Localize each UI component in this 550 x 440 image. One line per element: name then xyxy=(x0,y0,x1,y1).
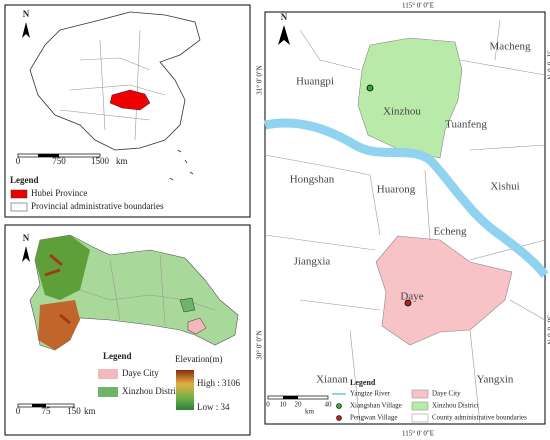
scale-label: 150 xyxy=(67,406,81,416)
scale-label: 40 xyxy=(325,401,333,409)
place-label: Daye xyxy=(400,291,423,303)
scale-unit: km xyxy=(305,408,315,416)
elevation-high: High : 3106 xyxy=(197,378,241,388)
elevation-low: Low : 34 xyxy=(197,402,230,412)
scale-label: 20 xyxy=(295,401,303,409)
scale-label: 750 xyxy=(52,156,66,166)
elevation-ramp xyxy=(176,370,194,410)
xinzhou-district xyxy=(179,297,196,313)
place-label: Hongshan xyxy=(290,174,335,186)
scale-label: 0 xyxy=(16,156,21,166)
scale-bar-segment xyxy=(283,396,298,399)
latitude-label: 31° 0' 0"N xyxy=(545,50,550,79)
north-label: N xyxy=(23,233,30,243)
north-label: N xyxy=(281,12,288,22)
scale-label: 0 xyxy=(16,406,21,416)
latitude-label: 30° 0' 0"N xyxy=(545,315,550,344)
daye-city xyxy=(375,235,513,346)
scale-bar-segment xyxy=(32,404,46,407)
place-label: Yangxin xyxy=(477,374,514,386)
legend-label: Xinzhou District xyxy=(432,402,479,410)
china-outline xyxy=(29,11,201,151)
daye-city xyxy=(187,317,207,335)
longitude-label: 115° 0' 0"E xyxy=(402,430,434,438)
province-boundaries xyxy=(59,29,166,141)
xiangshan-village xyxy=(366,84,374,92)
place-label: Echeng xyxy=(434,226,467,238)
legend-swatch xyxy=(411,389,429,399)
terrain-southwest xyxy=(38,300,80,350)
legend-swatch xyxy=(10,202,28,212)
latitude-label: 30° 0' 0"N xyxy=(256,330,264,359)
scale-unit: km xyxy=(84,406,96,416)
legend-label: Daye City xyxy=(432,390,461,398)
county-boundaries xyxy=(264,19,546,425)
legend-swatch xyxy=(98,387,118,397)
scale-unit: km xyxy=(116,156,128,166)
longitude-label: 115° 0' 0"E xyxy=(402,2,434,10)
place-label: Xishui xyxy=(490,181,519,193)
place-labels: Macheng Huangpi Xinzhou Tuanfeng Hongshan Hua… xyxy=(290,41,531,386)
place-label: Tuanfeng xyxy=(445,119,487,131)
scale-label: 10 xyxy=(280,401,288,409)
legend-swatch xyxy=(98,369,118,379)
place-label: Xinzhou xyxy=(383,106,421,118)
north-arrow xyxy=(22,22,30,38)
north-arrow xyxy=(278,25,290,45)
legend-label: Xinzhou District xyxy=(122,386,183,396)
hubei-province xyxy=(109,89,151,111)
legend-label: Xiangshan Village xyxy=(350,402,402,410)
scale-label: 75 xyxy=(42,406,52,416)
legend-label: Hubei Province xyxy=(31,188,87,198)
terrain-peaks xyxy=(44,253,71,325)
place-label: Xianan xyxy=(316,374,348,386)
legend-label: Provincial administrative boundaries xyxy=(31,201,164,211)
scale-bar-segment xyxy=(38,154,59,157)
overview-panel: N 0 750 1500 km Legend Hubei Province Pr… xyxy=(4,4,251,218)
elevation-title: Elevation(m) xyxy=(175,354,222,364)
north-arrow xyxy=(22,246,30,262)
place-label: Jiangxia xyxy=(294,256,331,268)
islands xyxy=(169,149,194,181)
yangtze-river xyxy=(264,118,549,278)
scale-label: 0 xyxy=(266,401,270,409)
legend-swatch xyxy=(411,401,429,411)
north-label: N xyxy=(23,9,30,19)
legend-title: Legend xyxy=(10,175,39,185)
county-boundaries xyxy=(79,254,216,326)
place-label: Huangpi xyxy=(296,76,334,88)
legend-label: County administrative boundaries xyxy=(432,414,527,422)
province-panel: N Legend Daye City Xinzhou District Elev… xyxy=(4,224,251,436)
terrain-west xyxy=(35,235,90,300)
place-label: Huarong xyxy=(377,184,416,196)
study-area-panel: N 115° 0' 0"E 115° 0' 0"E 31° 0' 0"N 30°… xyxy=(256,2,550,438)
place-label: Macheng xyxy=(490,41,531,53)
legend-title: Legend xyxy=(350,378,376,387)
legend-title: Legend xyxy=(103,351,132,361)
legend-label: Yangtze River xyxy=(350,390,391,398)
xinzhou-district xyxy=(357,37,463,159)
legend-point xyxy=(336,403,342,409)
legend-label: Pengwan Village xyxy=(350,414,397,422)
legend-label: Daye City xyxy=(122,368,159,378)
legend-swatch xyxy=(411,413,429,423)
pengwan-village xyxy=(404,299,412,307)
legend-point xyxy=(336,415,342,421)
legend-swatch xyxy=(10,189,28,199)
scale-label: 1500 xyxy=(91,156,110,166)
latitude-label: 31° 0' 0"N xyxy=(256,65,264,94)
